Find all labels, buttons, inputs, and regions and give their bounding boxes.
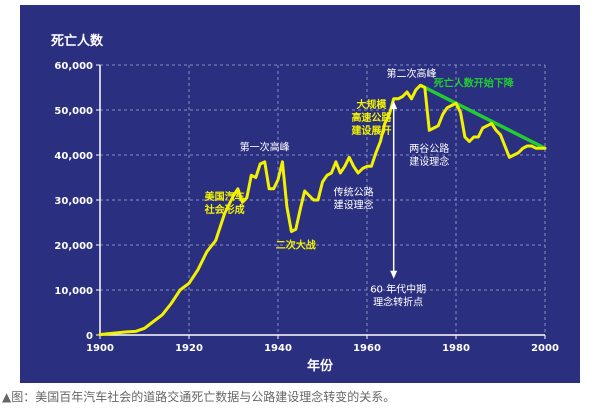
annotation-a6: 60 年代中期理念转折点	[370, 282, 426, 308]
grid-lines	[100, 64, 546, 335]
y-tick-label: 30,000	[54, 196, 93, 207]
annotation-line: 建设理念	[334, 199, 374, 212]
y-tick-label: 20,000	[54, 241, 93, 252]
annotation-line: 两谷公路	[409, 142, 449, 155]
arrow-head-up	[390, 101, 398, 109]
x-tick-label: 2000	[531, 343, 559, 354]
annotation-line: 建设展开	[350, 124, 391, 137]
series-line	[98, 83, 547, 337]
annotation-a7: 第二次高峰	[387, 67, 437, 80]
annotation-a8: 死亡人数开始下降	[434, 77, 515, 90]
annotation-line: 二次大战	[276, 239, 316, 252]
annotation-a9: 两谷公路建设理念	[409, 142, 449, 168]
x-tick-label: 1920	[175, 343, 203, 354]
y-tick-labels: 0 10,000 20,000 30,000 40,000 50,000 60,000	[54, 61, 100, 342]
series-group	[98, 83, 547, 337]
arrow-head-down	[390, 270, 398, 279]
x-tick-labels: 1900 1920 1940 1960 1980 2000	[86, 335, 559, 354]
annotation-line: 建设理念	[409, 155, 449, 168]
x-tick-label: 1940	[264, 343, 292, 354]
trend-line-group	[419, 83, 546, 150]
annotation-line: 死亡人数开始下降	[434, 77, 515, 90]
annotation-line: 第二次高峰	[387, 67, 437, 80]
x-tick-label: 1960	[353, 343, 381, 354]
annotation-line: 传统公路	[334, 186, 374, 199]
y-tick-label: 50,000	[54, 106, 93, 117]
trend-line	[419, 83, 546, 150]
x-tick-label: 1900	[86, 343, 114, 354]
y-tick-label: 60,000	[54, 61, 93, 72]
chart-background	[20, 5, 580, 383]
annotation-a2: 第一次高峰	[240, 141, 290, 154]
y-tick-label: 40,000	[54, 151, 93, 162]
annotation-a4: 大规模高速公路建设展开	[350, 98, 392, 137]
annotation-line: 理念转折点	[373, 295, 423, 308]
line-chart: 死亡人数 年份 0 10,000 20,000 30,000 40,000 50,000 6…	[20, 5, 580, 383]
y-axis-label: 死亡人数	[51, 33, 104, 49]
y-tick-label: 0	[86, 331, 93, 342]
annotation-a3: 二次大战	[276, 239, 316, 252]
y-tick-label: 10,000	[54, 286, 93, 297]
annotation-line: 大规模	[356, 98, 387, 111]
arrow-group	[390, 101, 398, 279]
annotation-a1: 美国汽车社会形成	[204, 190, 245, 216]
annotation-line: 社会形成	[204, 203, 245, 216]
chart-figure: 死亡人数 年份 0 10,000 20,000 30,000 40,000 50,000 6…	[20, 5, 580, 383]
annotation-line: 美国汽车	[205, 190, 245, 203]
x-axis-label: 年份	[307, 358, 334, 374]
annotation-line: 60 年代中期	[370, 282, 426, 295]
annotation-line: 第一次高峰	[240, 141, 290, 154]
figure-caption: ▲图：美国百年汽车社会的道路交通死亡数据与公路建设理念转变的关系。	[2, 390, 396, 404]
annotation-a5: 传统公路建设理念	[334, 186, 374, 212]
x-tick-label: 1980	[442, 343, 470, 354]
annotation-line: 高速公路	[351, 111, 392, 124]
